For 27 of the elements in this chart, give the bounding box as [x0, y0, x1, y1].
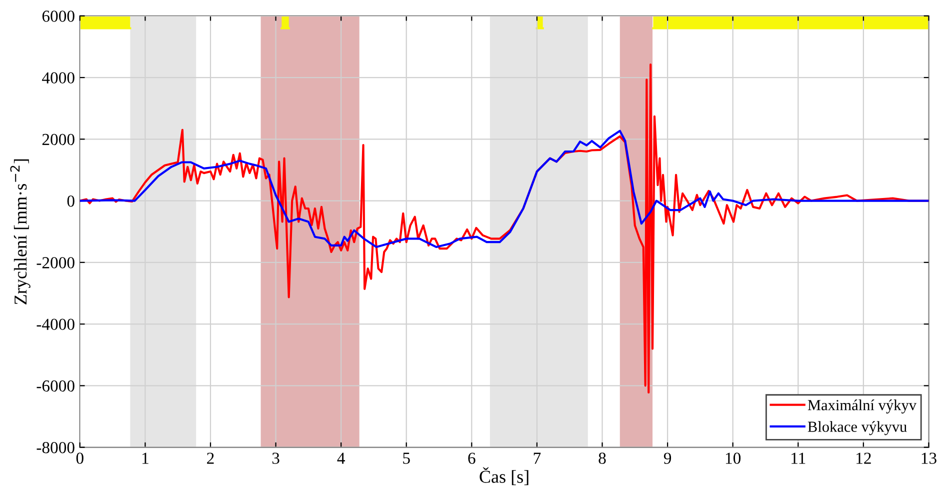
y-tick-label: 6000	[42, 10, 74, 22]
x-tick-label: 10	[726, 452, 741, 464]
x-tick-label: 6	[468, 452, 476, 464]
x-tick-label: 5	[403, 452, 410, 464]
y-tick-label: -8000	[36, 442, 74, 454]
x-tick-label: 0	[76, 452, 84, 464]
x-tick-label: 9	[664, 452, 672, 464]
x-tick-label: 13	[922, 452, 936, 464]
line-series	[80, 130, 929, 248]
legend-label: Blokace výkyvu	[808, 421, 907, 436]
x-tick-label: 7	[534, 452, 541, 464]
x-axis-title: Čas [s]	[480, 467, 528, 486]
y-tick-label: 0	[67, 195, 74, 207]
y-tick-label: 4000	[42, 72, 74, 84]
x-tick-label: 4	[337, 452, 345, 464]
x-tick-label: 1	[142, 452, 148, 464]
y-tick-label: -6000	[36, 380, 74, 392]
x-tick-label: 12	[856, 452, 871, 464]
x-tick-label: 2	[207, 452, 214, 464]
x-tick-label: 8	[598, 452, 606, 464]
y-tick-label: 2000	[42, 134, 74, 146]
y-tick-label: -2000	[36, 257, 74, 268]
y-axis-title: Zrychlení [mm·s$^{−2}$]	[10, 159, 30, 304]
x-tick-label: 11	[792, 452, 806, 464]
y-tick-label: -4000	[36, 318, 74, 330]
legend-label: Maximální výkyv	[808, 400, 916, 414]
x-tick-label: 3	[272, 452, 280, 464]
